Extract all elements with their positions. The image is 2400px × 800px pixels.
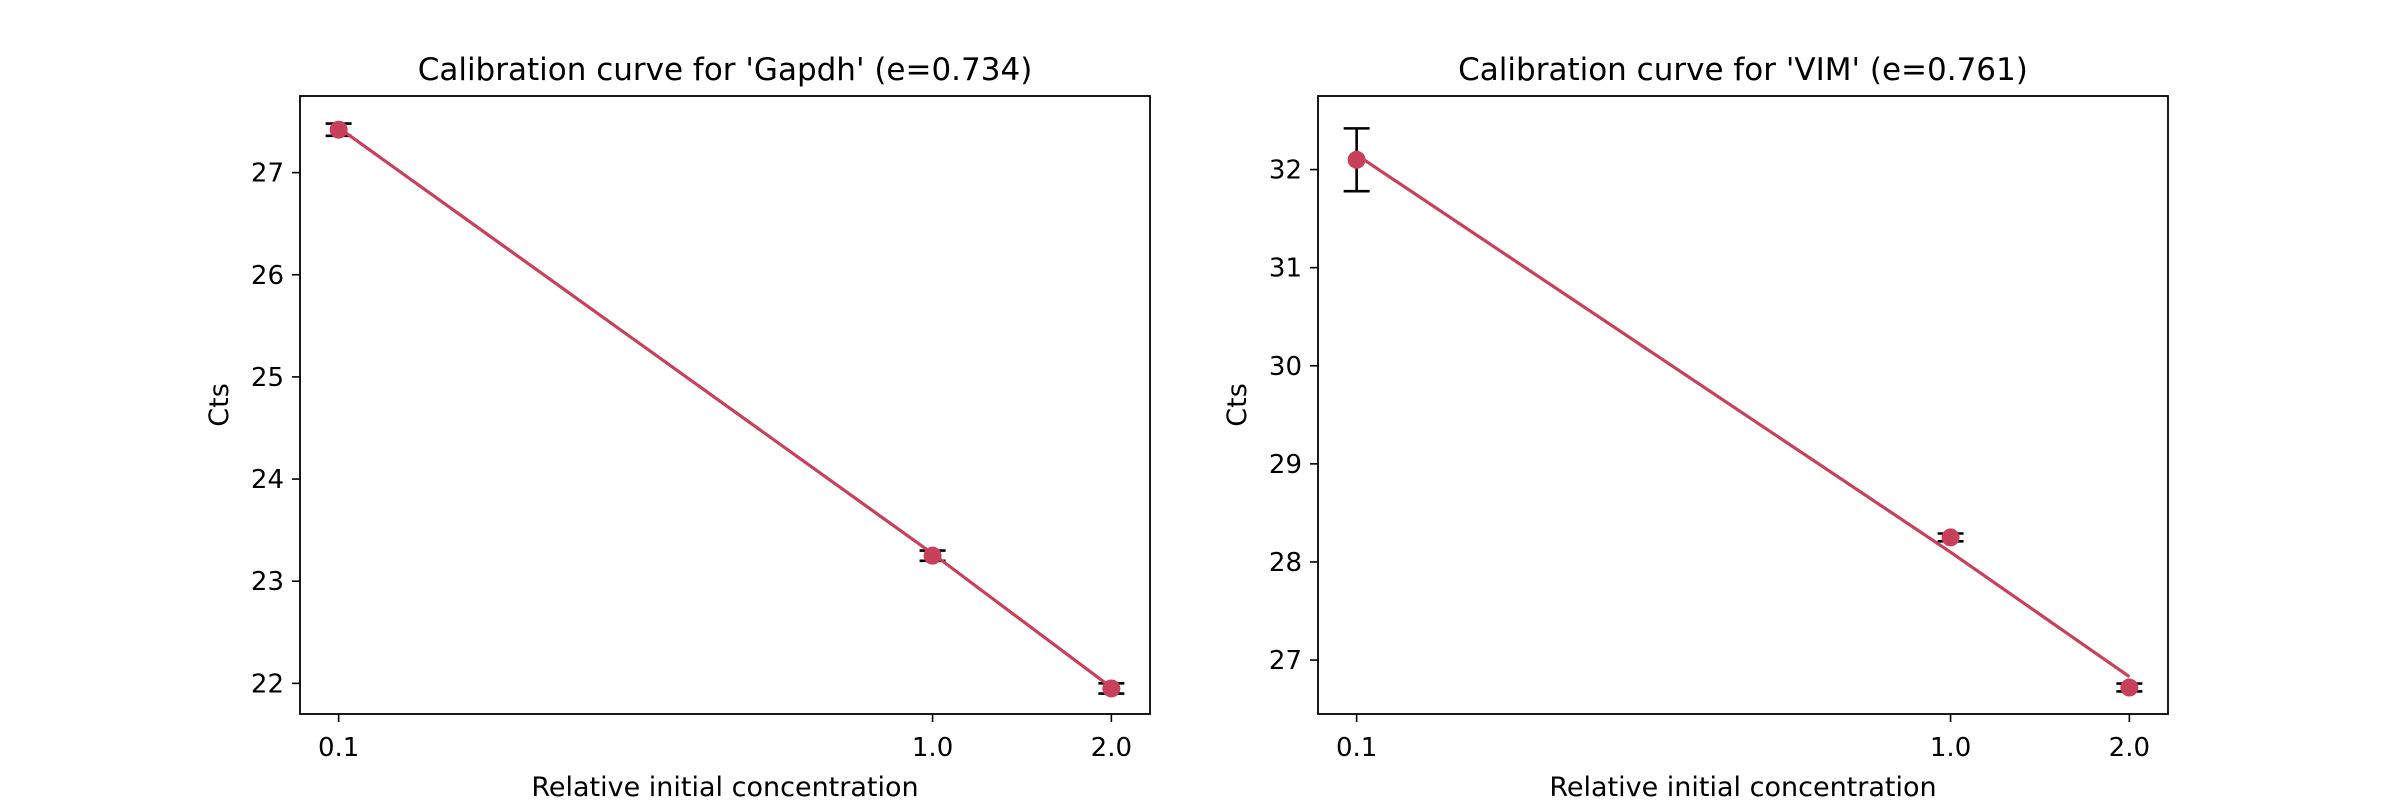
x-tick-label: 2.0 <box>2109 733 2150 763</box>
data-point <box>1102 679 1121 698</box>
y-axis-label: Cts <box>204 383 235 427</box>
plot-frame <box>1317 95 2169 715</box>
y-tick-label: 28 <box>1269 548 1302 578</box>
data-point <box>329 120 348 139</box>
y-tick-label: 22 <box>251 669 284 699</box>
x-axis-label: Relative initial concentration <box>531 772 918 800</box>
x-tick-label: 1.0 <box>1930 733 1971 763</box>
x-tick-label: 1.0 <box>912 733 953 763</box>
chart-vim: Calibration curve for 'VIM' (e=0.761) 27 2… <box>1222 52 2169 800</box>
x-tick-label: 2.0 <box>1091 733 1132 763</box>
data-point <box>2120 678 2139 697</box>
y-tick-label: 27 <box>1269 646 1302 676</box>
fit-line <box>1355 153 2131 679</box>
chart-title: Calibration curve for 'VIM' (e=0.761) <box>1458 52 2028 88</box>
y-tick-label: 24 <box>251 465 284 495</box>
y-axis-label: Cts <box>1222 383 1253 427</box>
y-tick-label: 31 <box>1269 254 1302 284</box>
data-point <box>1347 150 1366 169</box>
plot-frame <box>299 95 1151 715</box>
y-tick-label: 32 <box>1269 156 1302 186</box>
x-axis-label: Relative initial concentration <box>1549 772 1936 800</box>
y-tick-label: 29 <box>1269 450 1302 480</box>
y-tick-label: 25 <box>251 363 284 393</box>
chart-gapdh: Calibration curve for 'Gapdh' (e=0.734) 2… <box>204 52 1151 800</box>
y-tick-label: 27 <box>251 159 284 189</box>
x-tick-label: 0.1 <box>318 733 359 763</box>
data-point <box>1941 528 1960 547</box>
chart-title: Calibration curve for 'Gapdh' (e=0.734) <box>418 52 1033 88</box>
y-tick-label: 30 <box>1269 352 1302 382</box>
y-tick-label: 26 <box>251 261 284 291</box>
y-tick-label: 23 <box>251 567 284 597</box>
x-tick-label: 0.1 <box>1336 733 1377 763</box>
data-point <box>923 546 942 565</box>
